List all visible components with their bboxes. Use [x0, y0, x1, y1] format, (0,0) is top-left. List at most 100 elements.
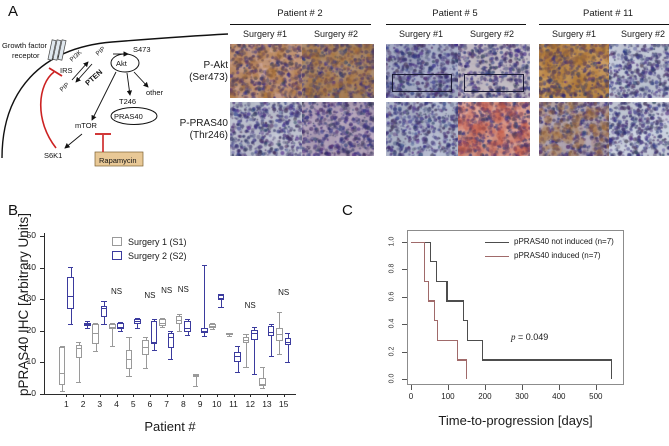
panel-c-letter: C: [342, 202, 353, 219]
whisker-lower: [70, 309, 72, 325]
whisker-lower: [78, 357, 80, 382]
whisker-lower: [154, 344, 156, 351]
ihc-cell-p11_s2_ppras: [609, 102, 669, 156]
whisker-upper: [279, 312, 281, 328]
x-tick-b: [233, 394, 235, 397]
cap-upper: [134, 317, 140, 319]
km-y-tick: [402, 296, 407, 298]
ihc-canvas-p2_s2_pakt: [302, 44, 374, 98]
km-step-vertical: [456, 339, 459, 360]
patient-header-2: Patient # 5: [432, 8, 478, 19]
km-step-horizontal: [411, 241, 425, 243]
x-tick-label-3: 3: [97, 399, 103, 409]
x-tick-b: [116, 394, 118, 397]
y-tick-label-b: 40: [26, 261, 36, 272]
x-tick-b: [266, 394, 268, 397]
x-axis-line-b: [44, 394, 296, 395]
label-other: other: [146, 88, 164, 97]
receptor-bars: [47, 39, 67, 61]
cap-lower: [76, 381, 82, 383]
ihc-cell-p11_s1_pakt: [539, 44, 611, 98]
ihc-canvas-p11_s2_pakt: [609, 44, 669, 98]
cap-lower: [59, 391, 65, 393]
box-iqr: [259, 377, 266, 386]
arrow-akt-mtor: [91, 71, 117, 121]
arrow-pten: [75, 63, 93, 83]
median-line: [92, 333, 99, 334]
whisker-lower: [129, 368, 130, 377]
box-iqr: [67, 277, 74, 310]
x-tick-label-13: 13: [262, 399, 272, 409]
cap-upper: [126, 337, 132, 339]
whisker-lower: [145, 355, 147, 369]
median-line: [100, 308, 108, 310]
p-value-symbol: p: [511, 332, 516, 342]
ihc-inset-box-p5_s1_pakt: [392, 74, 452, 92]
median-line: [217, 297, 225, 299]
surgery-header-p2-s1: Surgery #1: [398, 29, 444, 39]
km-step-horizontal: [436, 280, 447, 282]
legend-swatch-s1: [112, 237, 122, 246]
km-step-horizontal: [446, 300, 463, 302]
cap-lower: [285, 362, 291, 364]
median-line: [150, 341, 158, 343]
y-tick-b: [40, 330, 44, 332]
km-frame: [407, 230, 624, 385]
km-step-vertical: [433, 300, 436, 321]
x-tick-b: [133, 394, 135, 397]
label-t246: T246: [119, 97, 136, 106]
median-line: [251, 332, 258, 334]
y-tick-label-b: 50: [26, 230, 36, 240]
x-tick-label-5: 5: [130, 399, 136, 409]
km-step-horizontal: [436, 339, 457, 341]
legend-label-s1: Surgery 1 (S1): [128, 237, 187, 247]
legend-label-s2: Surgery 2 (S2): [128, 251, 187, 261]
km-y-tick: [402, 241, 407, 243]
cap-lower: [101, 323, 107, 325]
label-pip3: PIP: [95, 45, 107, 57]
arrow-akt-pras40: [126, 72, 133, 96]
y-tick-b: [40, 236, 44, 237]
whisker-upper: [129, 337, 130, 351]
ihc-canvas-p2_s1_pakt: [230, 44, 302, 98]
cap-upper: [226, 332, 232, 334]
whisker-lower: [87, 326, 89, 328]
km-step-horizontal: [456, 359, 466, 361]
label-pip2: PIP: [59, 81, 71, 93]
surgery-header-p3-s2: Surgery #2: [620, 29, 666, 39]
whisker-lower: [262, 385, 264, 389]
cap-upper: [109, 322, 115, 324]
patient-rule-2: [386, 24, 526, 25]
whisker-lower: [246, 342, 247, 367]
box-iqr: [251, 329, 258, 341]
km-step-vertical: [446, 280, 448, 301]
cap-lower: [176, 330, 182, 332]
cap-lower: [235, 371, 241, 373]
ihc-canvas-p11_s1_ppras: [539, 102, 611, 156]
box-iqr: [117, 323, 124, 329]
km-step-vertical: [430, 241, 432, 262]
median-line: [267, 332, 275, 334]
x-axis-title-b: Patient #: [144, 419, 196, 434]
cap-lower: [143, 368, 149, 370]
km-step-vertical: [428, 280, 430, 301]
km-step-vertical: [481, 339, 484, 360]
whisker-lower: [254, 340, 256, 374]
whisker-lower: [112, 328, 114, 346]
km-x-tick-label: 500: [589, 392, 603, 401]
surgery-header-p1-s2: Surgery #2: [313, 29, 359, 39]
arrow-akt-other: [133, 71, 149, 88]
cap-lower: [159, 327, 166, 328]
ihc-cell-p5_s2_pakt: [458, 44, 530, 98]
km-legend-line-1: [485, 242, 509, 244]
x-tick-b: [283, 394, 285, 397]
row-label-pakt: P-Akt (Ser473): [150, 60, 228, 84]
whisker-lower: [212, 327, 214, 329]
median-line: [134, 321, 141, 323]
patient-rule-1: [230, 24, 371, 25]
km-x-tick: [521, 385, 523, 390]
whisker-lower: [137, 323, 139, 328]
km-step-horizontal: [481, 359, 611, 361]
x-tick-label-10: 10: [212, 399, 222, 409]
ns-label-p7: NS: [161, 286, 173, 295]
